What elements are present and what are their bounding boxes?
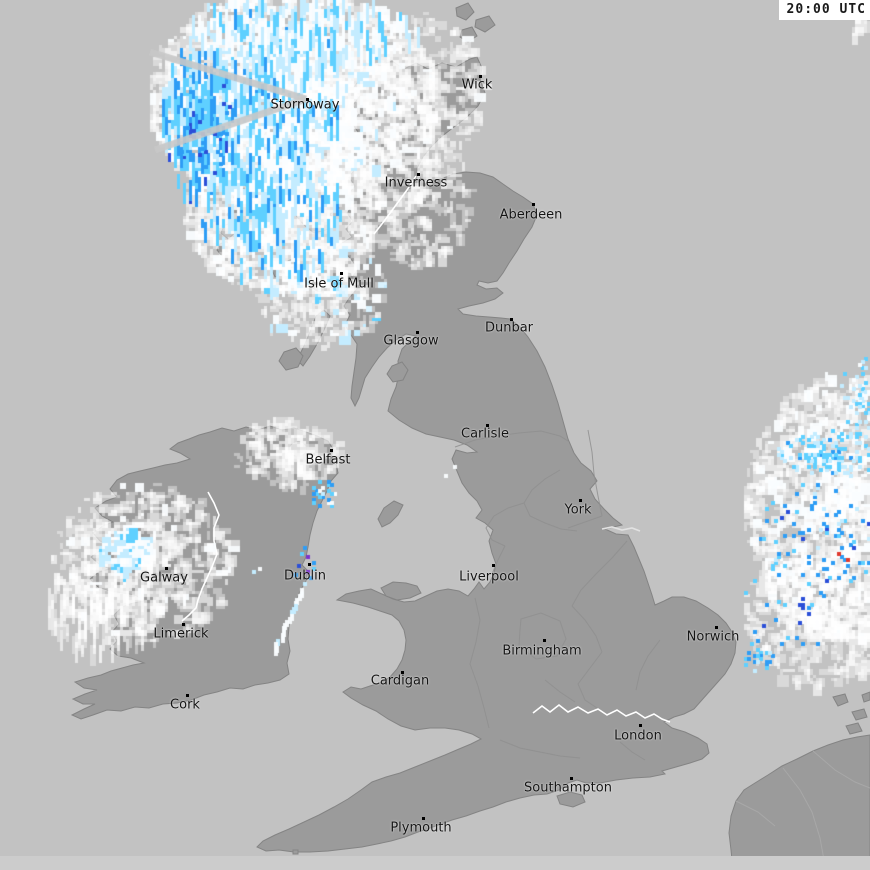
- timestamp: 20:00 UTC: [778, 0, 870, 20]
